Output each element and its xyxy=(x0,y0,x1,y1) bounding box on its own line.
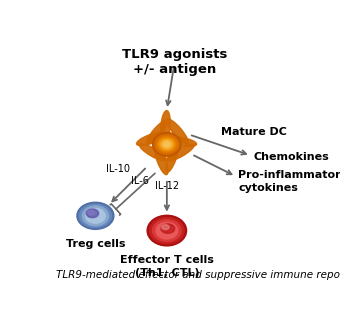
Ellipse shape xyxy=(167,119,188,144)
Ellipse shape xyxy=(156,136,177,153)
Text: Chemokines: Chemokines xyxy=(253,152,329,162)
Ellipse shape xyxy=(139,144,167,161)
Ellipse shape xyxy=(161,224,175,233)
Ellipse shape xyxy=(154,145,168,175)
Text: Pro-inflammatory
cytokines: Pro-inflammatory cytokines xyxy=(238,170,340,193)
Ellipse shape xyxy=(167,144,194,161)
Text: Effector T cells
(Th1, CTL): Effector T cells (Th1, CTL) xyxy=(120,255,214,278)
Ellipse shape xyxy=(147,121,167,144)
Ellipse shape xyxy=(155,134,179,154)
Ellipse shape xyxy=(147,215,187,246)
Ellipse shape xyxy=(164,141,170,147)
Ellipse shape xyxy=(77,202,114,229)
Text: IL-10: IL-10 xyxy=(106,164,130,174)
Ellipse shape xyxy=(166,145,178,172)
Ellipse shape xyxy=(79,204,112,228)
Ellipse shape xyxy=(86,208,105,223)
Ellipse shape xyxy=(159,138,175,151)
Ellipse shape xyxy=(160,110,170,144)
Ellipse shape xyxy=(150,218,184,244)
Ellipse shape xyxy=(87,210,95,215)
Ellipse shape xyxy=(153,220,181,241)
Text: Treg cells: Treg cells xyxy=(66,239,125,249)
Ellipse shape xyxy=(162,225,169,230)
Ellipse shape xyxy=(137,132,166,146)
Text: IL-12: IL-12 xyxy=(155,181,179,191)
Ellipse shape xyxy=(86,209,99,218)
Text: IL-6: IL-6 xyxy=(131,176,149,186)
Ellipse shape xyxy=(156,222,178,239)
Ellipse shape xyxy=(153,132,181,156)
Text: Mature DC: Mature DC xyxy=(221,127,287,137)
Text: TLR9 agonists
+/- antigen: TLR9 agonists +/- antigen xyxy=(122,48,227,76)
Ellipse shape xyxy=(161,140,173,149)
Ellipse shape xyxy=(167,137,197,147)
Text: TLR9-mediated effector and suppressive immune reponses: TLR9-mediated effector and suppressive i… xyxy=(56,270,340,280)
Ellipse shape xyxy=(82,206,108,226)
